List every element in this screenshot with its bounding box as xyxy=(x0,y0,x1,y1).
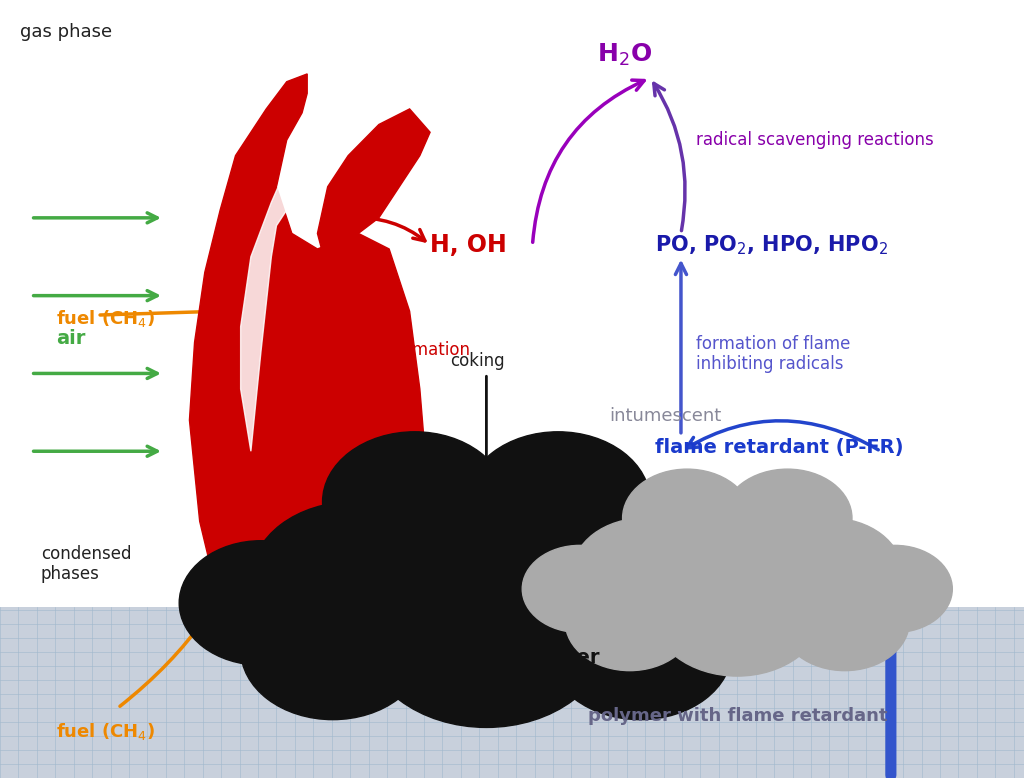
Polygon shape xyxy=(189,74,425,607)
Circle shape xyxy=(323,432,507,572)
Text: H, OH: H, OH xyxy=(430,233,507,257)
Circle shape xyxy=(179,541,343,665)
Circle shape xyxy=(759,518,902,627)
Circle shape xyxy=(241,580,425,720)
Circle shape xyxy=(522,545,637,633)
Circle shape xyxy=(623,469,752,567)
Circle shape xyxy=(572,518,716,627)
Circle shape xyxy=(517,502,722,657)
Circle shape xyxy=(630,541,794,665)
Text: condensed
phases: condensed phases xyxy=(41,545,131,584)
Polygon shape xyxy=(241,124,323,451)
Circle shape xyxy=(466,432,650,572)
Text: radical scavenging reactions: radical scavenging reactions xyxy=(696,131,934,149)
Text: fuel (CH$_4$): fuel (CH$_4$) xyxy=(56,309,156,329)
Text: PO, PO$_2$, HPO, HPO$_2$: PO, PO$_2$, HPO, HPO$_2$ xyxy=(655,233,888,257)
Circle shape xyxy=(251,502,456,657)
Text: formation of flame
inhibiting radicals: formation of flame inhibiting radicals xyxy=(696,335,851,373)
Text: gas phase: gas phase xyxy=(20,23,113,41)
Circle shape xyxy=(364,463,609,650)
Text: flame retardant (P-FR): flame retardant (P-FR) xyxy=(655,438,904,457)
Text: coking: coking xyxy=(451,352,505,370)
Text: air: air xyxy=(56,329,86,348)
Text: carbon protective layer: carbon protective layer xyxy=(342,648,600,667)
Circle shape xyxy=(651,491,823,622)
Polygon shape xyxy=(317,109,430,272)
Circle shape xyxy=(548,580,732,720)
Text: radical formation: radical formation xyxy=(328,341,470,359)
Circle shape xyxy=(565,573,694,671)
Circle shape xyxy=(651,545,823,676)
Text: intumescent: intumescent xyxy=(609,407,722,426)
Text: H$_2$O: H$_2$O xyxy=(597,41,652,68)
Circle shape xyxy=(780,573,909,671)
Circle shape xyxy=(838,545,952,633)
Circle shape xyxy=(364,541,609,727)
FancyBboxPatch shape xyxy=(0,607,1024,778)
Text: fuel (CH$_4$): fuel (CH$_4$) xyxy=(56,721,156,741)
Text: polymer with flame retardant: polymer with flame retardant xyxy=(588,706,887,725)
Circle shape xyxy=(723,469,852,567)
